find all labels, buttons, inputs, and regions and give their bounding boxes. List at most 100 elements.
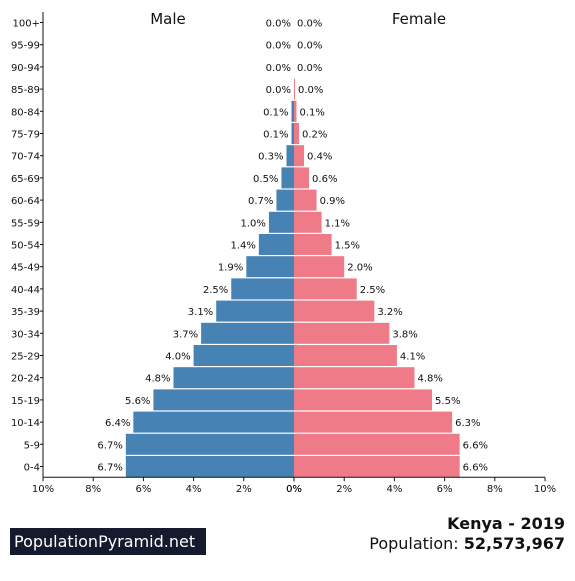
population-label: Population: — [369, 534, 464, 553]
male-bar — [216, 300, 294, 322]
female-value-label: 3.8% — [392, 329, 417, 340]
female-value-label: 0.0% — [297, 41, 322, 52]
female-value-label: 0.2% — [302, 130, 327, 141]
brand-logo[interactable]: PopulationPyramid.net — [10, 528, 206, 555]
male-value-label: 1.0% — [240, 218, 265, 229]
age-label: 15-19 — [11, 396, 40, 407]
female-value-label: 0.0% — [298, 85, 323, 96]
age-label: 20-24 — [11, 374, 40, 385]
male-value-label: 0.7% — [248, 196, 273, 207]
female-bar — [294, 78, 296, 100]
female-value-label: 4.1% — [400, 352, 425, 363]
male-bar — [258, 234, 294, 255]
x-tick-label-left: 2% — [236, 484, 252, 495]
male-value-label: 6.7% — [97, 440, 122, 451]
age-label: 40-44 — [11, 285, 40, 296]
male-bar — [153, 389, 294, 411]
female-value-label: 0.1% — [300, 107, 325, 118]
age-label: 85-89 — [11, 85, 40, 96]
female-bar — [294, 300, 375, 322]
age-label: 0-4 — [24, 463, 40, 474]
age-label: 10-14 — [11, 418, 40, 429]
female-value-label: 0.6% — [312, 174, 337, 185]
female-bar — [294, 211, 322, 233]
female-bar — [294, 411, 453, 433]
male-value-label: 3.7% — [173, 329, 198, 340]
male-bar — [276, 189, 294, 211]
female-bar — [294, 322, 390, 344]
age-label: 70-74 — [11, 152, 40, 163]
x-tick-label-left: 10% — [32, 484, 54, 495]
female-value-label: 1.1% — [325, 218, 350, 229]
male-bar — [133, 411, 294, 433]
age-label: 75-79 — [11, 130, 40, 141]
female-value-label: 4.8% — [417, 374, 442, 385]
male-value-label: 3.1% — [188, 307, 213, 318]
age-label: 55-59 — [11, 218, 40, 229]
male-bar — [268, 211, 294, 233]
male-value-label: 4.0% — [165, 352, 190, 363]
male-bar — [286, 145, 294, 167]
age-label: 80-84 — [11, 107, 40, 118]
age-label: 35-39 — [11, 307, 40, 318]
x-tick-label-left: 6% — [135, 484, 151, 495]
female-value-label: 0.9% — [320, 196, 345, 207]
male-value-label: 6.4% — [105, 418, 130, 429]
x-tick-label-right: 2% — [336, 484, 352, 495]
age-label: 50-54 — [11, 241, 40, 252]
female-bar — [294, 278, 357, 300]
age-label: 25-29 — [11, 352, 40, 363]
female-value-label: 0.0% — [297, 19, 322, 30]
female-bar — [294, 345, 397, 366]
male-bar — [291, 100, 294, 122]
age-label: 30-34 — [11, 329, 40, 340]
population-pyramid-chart: Male Female 100+ 0.0% 0.0% 95-99 0.0% 0.0% 90-… — [11, 10, 556, 495]
male-bar — [291, 123, 294, 144]
male-value-label: 0.0% — [266, 63, 291, 74]
population-line: Population: 52,573,967 — [369, 534, 565, 553]
male-bar — [125, 456, 294, 477]
male-bar — [246, 256, 294, 278]
female-value-label: 5.5% — [435, 396, 460, 407]
male-value-label: 4.8% — [145, 374, 170, 385]
female-bar — [294, 433, 460, 455]
female-bar — [294, 389, 433, 411]
male-value-label: 0.1% — [263, 130, 288, 141]
female-value-label: 6.3% — [455, 418, 480, 429]
male-bar — [173, 367, 294, 389]
female-value-label: 2.0% — [347, 263, 372, 274]
female-bar — [294, 189, 317, 211]
male-bar — [201, 322, 294, 344]
age-label: 95-99 — [11, 41, 40, 52]
x-tick-label-right: 4% — [386, 484, 402, 495]
x-tick-label-right: 8% — [487, 484, 503, 495]
female-bar — [294, 367, 415, 389]
male-value-label: 0.0% — [266, 19, 291, 30]
age-label: 90-94 — [11, 63, 40, 74]
male-value-label: 0.3% — [258, 152, 283, 163]
female-title: Female — [392, 10, 446, 28]
age-label: 60-64 — [11, 196, 40, 207]
male-value-label: 0.0% — [266, 41, 291, 52]
male-value-label: 2.5% — [203, 285, 228, 296]
female-value-label: 2.5% — [360, 285, 385, 296]
x-tick-label-left: 0% — [286, 484, 302, 495]
x-tick-label-right: 10% — [534, 484, 556, 495]
x-tick-label-left: 8% — [85, 484, 101, 495]
male-bar — [193, 345, 294, 366]
male-title: Male — [150, 10, 186, 28]
male-value-label: 0.0% — [266, 85, 291, 96]
female-value-label: 0.4% — [307, 152, 332, 163]
male-value-label: 0.1% — [263, 107, 288, 118]
female-value-label: 1.5% — [335, 241, 360, 252]
population-value: 52,573,967 — [463, 534, 565, 553]
age-label: 100+ — [13, 19, 40, 30]
male-bar — [231, 278, 294, 300]
male-value-label: 5.6% — [125, 396, 150, 407]
age-label: 5-9 — [24, 440, 40, 451]
female-bar — [294, 256, 345, 278]
x-tick-label-left: 4% — [186, 484, 202, 495]
age-label: 45-49 — [11, 263, 40, 274]
male-value-label: 1.9% — [218, 263, 243, 274]
age-label: 65-69 — [11, 174, 40, 185]
